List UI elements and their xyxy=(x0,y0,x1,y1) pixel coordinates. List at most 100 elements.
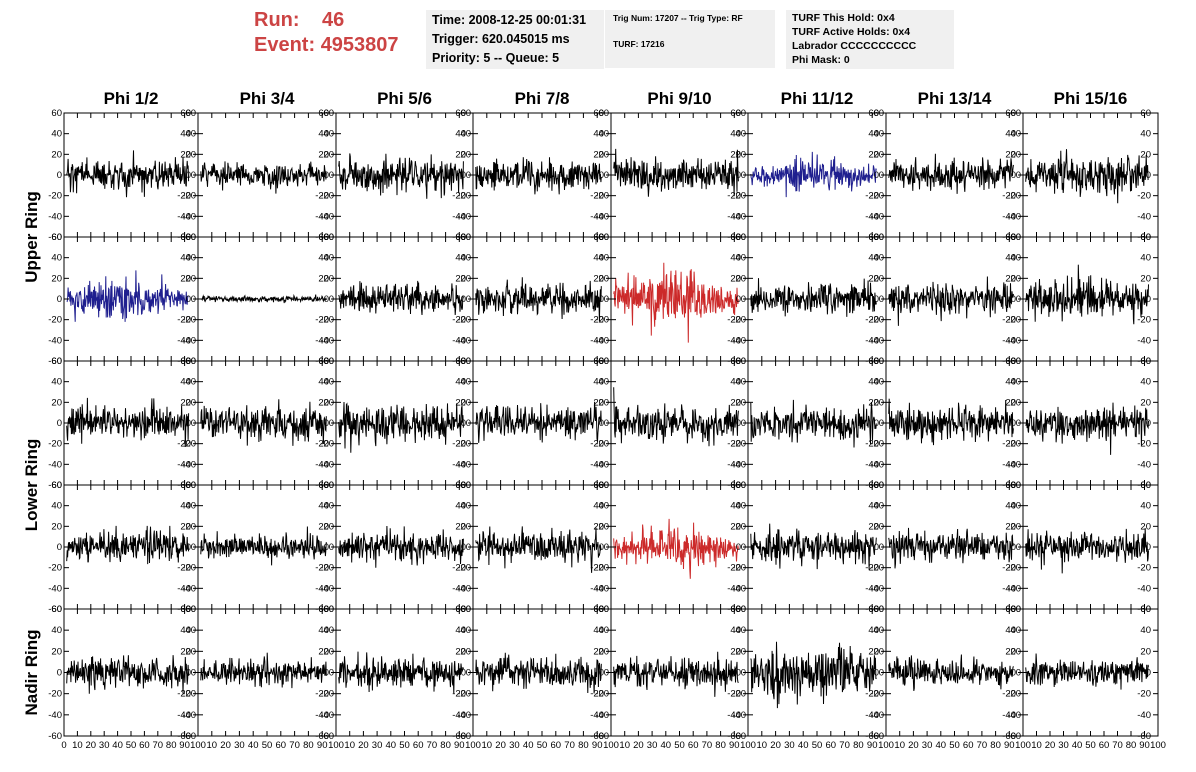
y-tick-label: 60 xyxy=(735,232,746,243)
turf-active-holds-text: TURF Active Holds: 0x4 xyxy=(792,26,911,38)
y-tick-label: 0 xyxy=(191,542,196,553)
y-tick-label: 60 xyxy=(51,108,62,119)
y-tick-label-right: 60 xyxy=(730,480,741,491)
y-tick-label: 20 xyxy=(1010,273,1021,284)
y-tick-label-right: 40 xyxy=(180,501,191,512)
y-tick-label: 60 xyxy=(1010,604,1021,615)
y-tick-label: 20 xyxy=(51,521,62,532)
y-tick-label: -20 xyxy=(870,439,884,450)
run-value: 46 xyxy=(322,9,345,31)
waveform-trace xyxy=(66,397,190,448)
y-tick-label-right: 20 xyxy=(868,646,879,657)
y-tick-label-right: 40 xyxy=(593,625,604,636)
y-tick-label: 0 xyxy=(741,542,746,553)
y-tick-label: 40 xyxy=(1010,625,1021,636)
y-tick-label-right: 20 xyxy=(455,273,466,284)
y-tick-label: 40 xyxy=(323,625,334,636)
y-tick-label-right: 0 xyxy=(461,418,466,429)
y-tick-label: -20 xyxy=(870,191,884,202)
x-tick-label: 90 xyxy=(729,740,740,751)
y-tick-label: 40 xyxy=(1010,129,1021,140)
x-tick-label: 100 xyxy=(603,740,619,751)
y-tick-label-right: 60 xyxy=(730,356,741,367)
x-tick-label: 80 xyxy=(990,740,1001,751)
y-tick-label: 40 xyxy=(1010,501,1021,512)
y-tick-label-right: -60 xyxy=(865,731,879,742)
y-tick-label: 60 xyxy=(460,356,471,367)
y-tick-label: -40 xyxy=(320,211,334,222)
waveform-trace xyxy=(475,652,602,694)
y-tick-label-right: 20 xyxy=(1005,646,1016,657)
y-tick-label: 0 xyxy=(604,294,609,305)
x-tick-label: 60 xyxy=(826,740,837,751)
y-tick-label: -40 xyxy=(457,710,471,721)
y-tick-label-right: 40 xyxy=(593,501,604,512)
y-tick-label-right: 0 xyxy=(1011,668,1016,679)
y-tick-label: -60 xyxy=(48,731,62,742)
x-tick-label: 70 xyxy=(839,740,850,751)
column-title: Phi 7/8 xyxy=(515,89,570,108)
y-tick-label: -40 xyxy=(182,211,196,222)
y-tick-label-right: -40 xyxy=(177,459,191,470)
y-tick-label: 0 xyxy=(879,668,884,679)
y-tick-label: -60 xyxy=(48,604,62,615)
y-tick-label-right: 0 xyxy=(599,294,604,305)
y-tick-label: 0 xyxy=(879,418,884,429)
y-tick-label-right: 40 xyxy=(1005,377,1016,388)
y-tick-label: -40 xyxy=(732,335,746,346)
y-tick-label-right: 60 xyxy=(593,356,604,367)
y-tick-label: 20 xyxy=(873,149,884,160)
y-tick-label-right: 60 xyxy=(455,232,466,243)
y-tick-label: -40 xyxy=(732,710,746,721)
y-tick-label-right: 0 xyxy=(1146,294,1151,305)
y-tick-label: -20 xyxy=(182,191,196,202)
y-tick-label: -40 xyxy=(457,211,471,222)
y-tick-label-right: 60 xyxy=(868,604,879,615)
y-tick-label-right: -20 xyxy=(177,439,191,450)
y-tick-label-right: -40 xyxy=(1002,583,1016,594)
y-tick-label-right: 20 xyxy=(868,273,879,284)
y-tick-label: 20 xyxy=(1010,149,1021,160)
y-tick-label-right: -20 xyxy=(315,563,329,574)
y-tick-label-right: 0 xyxy=(461,294,466,305)
y-tick-label-right: -20 xyxy=(727,315,741,326)
x-tick-label: 50 xyxy=(399,740,410,751)
row-group-title: Upper Ring xyxy=(22,191,41,283)
y-tick-label-right: -20 xyxy=(590,315,604,326)
y-tick-label-right: 20 xyxy=(730,149,741,160)
y-tick-label-right: -40 xyxy=(590,211,604,222)
y-tick-label: 60 xyxy=(1010,480,1021,491)
y-tick-label-right: 20 xyxy=(180,397,191,408)
y-tick-label-right: 0 xyxy=(186,294,191,305)
y-tick-label-right: -20 xyxy=(865,563,879,574)
y-tick-label-right: 60 xyxy=(593,232,604,243)
y-tick-label-right: 20 xyxy=(868,397,879,408)
y-tick-label: 20 xyxy=(735,273,746,284)
y-tick-label: 60 xyxy=(735,108,746,119)
y-tick-label-right: 0 xyxy=(1011,542,1016,553)
y-tick-label-right: 60 xyxy=(730,232,741,243)
x-tick-label: 100 xyxy=(328,740,344,751)
y-tick-label-right: -20 xyxy=(727,689,741,700)
y-tick-label-right: 60 xyxy=(180,604,191,615)
y-tick-label: 20 xyxy=(460,397,471,408)
waveform-trace xyxy=(475,157,602,195)
y-tick-label: 20 xyxy=(51,397,62,408)
y-tick-label-right: -20 xyxy=(865,689,879,700)
y-tick-label: 20 xyxy=(735,521,746,532)
y-tick-label: 0 xyxy=(191,668,196,679)
y-tick-label-right: -40 xyxy=(315,211,329,222)
y-tick-label-right: -20 xyxy=(177,689,191,700)
y-tick-label-right: 40 xyxy=(1140,129,1151,140)
y-tick-label-right: -40 xyxy=(727,583,741,594)
y-tick-label-right: 0 xyxy=(736,294,741,305)
x-tick-label: 80 xyxy=(303,740,314,751)
x-tick-label: 50 xyxy=(1085,740,1096,751)
